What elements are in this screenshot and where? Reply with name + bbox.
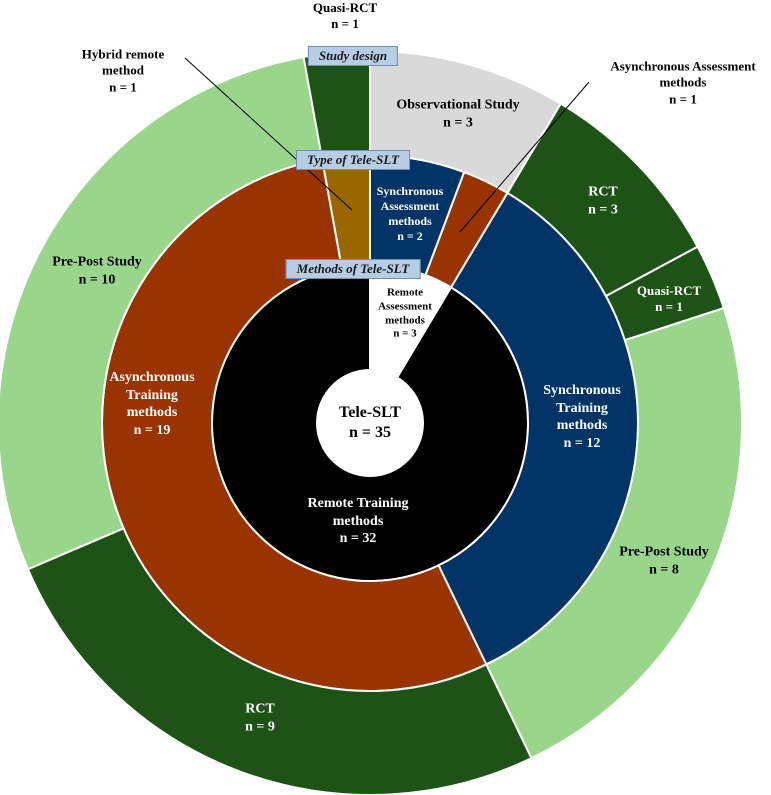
leader-hybrid [184, 57, 353, 211]
center-disc [316, 369, 424, 477]
slice-design-prepost_a [484, 306, 743, 760]
slice-design-prepost_b [0, 55, 324, 571]
chart-slices [0, 49, 743, 795]
leader-async-assessment [459, 81, 590, 233]
ring-title-methods: Methods of Tele-SLT [285, 259, 421, 279]
ring-title-type: Type of Tele-SLT [296, 150, 410, 170]
ring-title-design: Study design [307, 46, 399, 66]
leader-lines [184, 57, 590, 233]
